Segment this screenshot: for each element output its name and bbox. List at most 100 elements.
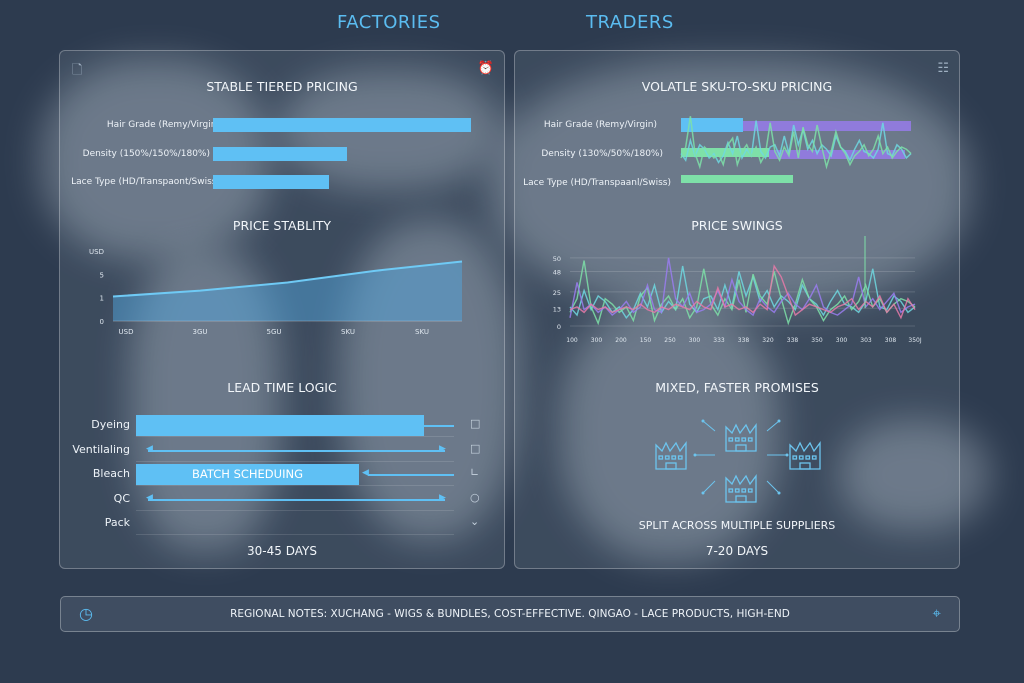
price-swing-series: [569, 264, 916, 320]
tiered-bar: [213, 118, 471, 132]
row-divider: [136, 485, 454, 486]
price-stability-title: PRICE STABLITY: [232, 218, 332, 233]
arrow-head: ▶: [439, 493, 446, 503]
traders-panel: ☷ VOLATLE SKU-TO-SKU PRICING Hair Grade …: [514, 50, 960, 569]
x-tick-label: 333: [713, 337, 725, 344]
arrow-head: [777, 419, 781, 423]
volatile-overlay-line: [680, 116, 912, 170]
clock-icon: ◷: [79, 604, 93, 623]
x-tick-label: 338: [738, 337, 750, 344]
row-divider: [136, 461, 454, 462]
x-tick-label: 300: [591, 337, 603, 344]
row-status-icon: □: [470, 442, 481, 455]
batch-scheduling-bar: BATCH SCHEDUING: [136, 464, 359, 485]
arrow-head: ◀: [362, 468, 369, 478]
price-swing-series: [569, 257, 916, 318]
volatile-label: Density (130%/50%/180%): [541, 149, 663, 159]
volatile-bar: [681, 175, 793, 183]
lead-row-label: Bleach: [92, 467, 130, 480]
factories-heading: FACTORIES: [337, 12, 441, 33]
y-tick-label: 13: [553, 305, 561, 313]
arrow-icon: [766, 420, 780, 432]
tiered-bar-label: Hair Grade (Remy/Virgin): [106, 120, 220, 130]
y-tick-label: 48: [553, 268, 561, 276]
y-tick-label: 25: [553, 289, 561, 297]
x-tick-label: 300: [836, 337, 848, 344]
factory-icon: [655, 441, 687, 470]
arrow-head: [701, 491, 705, 495]
bleach-arrow: [368, 474, 454, 476]
arrow-head: ◀: [146, 444, 153, 454]
lead-row-label: QC: [113, 492, 130, 505]
x-tick-label: 350: [811, 337, 823, 344]
y-tick-label: 1: [100, 295, 104, 303]
tiered-bar-label: Lace Type (HD/Transpaont/Swiss): [71, 177, 220, 187]
lead-row-label: Dyeing: [91, 418, 130, 431]
x-tick-label: 338: [787, 337, 799, 344]
dyeing-bar: [136, 415, 424, 436]
y-tick-label: 0: [100, 318, 104, 326]
factories-panel: 🗋 ⏰ STABLE TIERED PRICING Hair Grade (Re…: [59, 50, 505, 569]
volatile-label: Lace Type (HD/Transpaanl/Swiss): [523, 178, 671, 188]
row-divider: [136, 534, 454, 535]
price-stability-chart: 0 1 5 USD USD 3GU 5GU SKU SKU: [89, 248, 463, 336]
x-tick-label: 5GU: [266, 328, 281, 336]
tiered-bar-label: Density (150%/150%/180%): [82, 149, 210, 159]
regional-notes-text: REGIONAL NOTES: XUCHANG - WIGS & BUNDLES…: [230, 608, 790, 620]
price-swings-chart: 0 13 25 48 50 100 300 200 150 250 300 333 338 320 338 3…: [553, 236, 922, 344]
arrow-head: [785, 453, 789, 457]
layout-icon: ☷: [937, 61, 949, 76]
volatile-pricing-title: VOLATLE SKU-TO-SKU PRICING: [641, 79, 833, 94]
price-swing-series: [569, 265, 916, 319]
volatile-bar: [769, 150, 905, 159]
supplier-network-diagram: [655, 419, 821, 503]
faster-promises-title: MIXED, FASTER PROMISES: [655, 380, 819, 395]
arrow-head: [693, 453, 697, 457]
factory-icon: [725, 423, 757, 452]
x-tick-label: 150: [640, 337, 652, 344]
row-status-icon: ∟: [470, 466, 480, 479]
x-tick-label: 250: [664, 337, 676, 344]
area-fill: [113, 261, 462, 321]
x-tick-label: 303: [860, 337, 872, 344]
y-tick-label: 0: [557, 323, 561, 331]
alarm-clock-icon: ⏰: [477, 61, 494, 76]
x-tick-label: 200: [615, 337, 627, 344]
arrow-icon: [702, 480, 716, 494]
factory-icon: [725, 474, 757, 503]
x-tick-label: SKU: [341, 328, 355, 336]
row-divider: [136, 510, 454, 511]
tiered-pricing-title: STABLE TIERED PRICING: [206, 79, 358, 94]
volatile-line: [680, 116, 912, 170]
double-arrow: [148, 450, 445, 452]
traders-heading: TRADERS: [586, 12, 674, 33]
x-tick-label: SKU: [415, 328, 429, 336]
x-tick-label: 300: [689, 337, 701, 344]
x-tick-label: 350J: [908, 337, 921, 344]
arrow-head: [701, 419, 705, 423]
price-line: [112, 260, 463, 298]
x-tick-label: 3GU: [192, 328, 207, 336]
x-tick-label: USD: [119, 328, 134, 336]
arrow-head: ▶: [439, 444, 446, 454]
price-swings-title: PRICE SWINGS: [691, 218, 783, 233]
x-tick-label: 308: [885, 337, 897, 344]
lead-row-label: Pack: [104, 516, 130, 529]
y-tick-label: 5: [100, 271, 104, 279]
arrow-icon: [766, 480, 780, 494]
lead-time-title: LEAD TIME LOGIC: [227, 380, 337, 395]
x-tick-label: 320: [762, 337, 774, 344]
arrow-head: ◀: [146, 493, 153, 503]
arrow-icon: [702, 420, 716, 432]
dyeing-line: [424, 425, 454, 427]
arrow-head: [777, 491, 781, 495]
volatile-bar: [681, 118, 743, 132]
volatile-label: Hair Grade (Remy/Virgin): [543, 120, 657, 130]
price-swing-series: [569, 260, 916, 326]
y-tick-label: USD: [89, 248, 104, 256]
split-suppliers-label: SPLIT ACROSS MULTIPLE SUPPLIERS: [638, 519, 836, 532]
y-tick-label: 50: [553, 255, 561, 263]
row-status-icon: ○: [470, 491, 480, 504]
volatile-line: [680, 120, 912, 164]
